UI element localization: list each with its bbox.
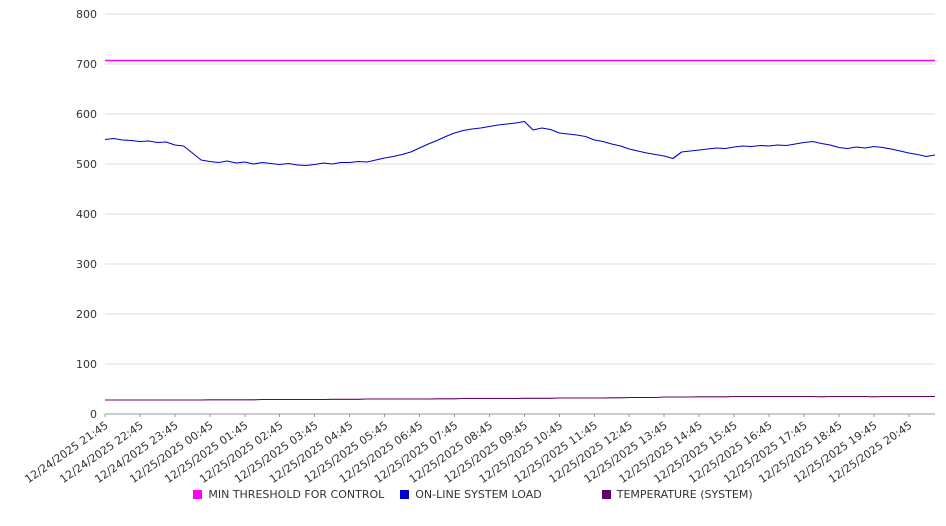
legend-swatch-system-load-icon bbox=[400, 490, 410, 499]
svg-text:400: 400 bbox=[76, 208, 97, 221]
legend-swatch-temperature-icon bbox=[601, 490, 611, 499]
legend-label-min-threshold: MIN THRESHOLD FOR CONTROL bbox=[208, 488, 385, 501]
legend-item-min-threshold[interactable]: MIN THRESHOLD FOR CONTROL bbox=[193, 488, 384, 501]
svg-text:800: 800 bbox=[76, 8, 97, 21]
legend-label-temperature: TEMPERATURE (SYSTEM) bbox=[616, 488, 753, 501]
chart-legend: MIN THRESHOLD FOR CONTROL ON-LINE SYSTEM… bbox=[0, 488, 946, 501]
svg-text:0: 0 bbox=[90, 408, 97, 421]
svg-text:500: 500 bbox=[76, 158, 97, 171]
svg-text:300: 300 bbox=[76, 258, 97, 271]
svg-text:600: 600 bbox=[76, 108, 97, 121]
svg-text:700: 700 bbox=[76, 58, 97, 71]
legend-item-temperature[interactable]: TEMPERATURE (SYSTEM) bbox=[601, 488, 753, 501]
svg-text:200: 200 bbox=[76, 308, 97, 321]
legend-swatch-min-threshold-icon bbox=[193, 490, 203, 499]
legend-item-system-load[interactable]: ON-LINE SYSTEM LOAD bbox=[400, 488, 542, 501]
svg-text:100: 100 bbox=[76, 358, 97, 371]
legend-label-system-load: ON-LINE SYSTEM LOAD bbox=[415, 488, 542, 501]
